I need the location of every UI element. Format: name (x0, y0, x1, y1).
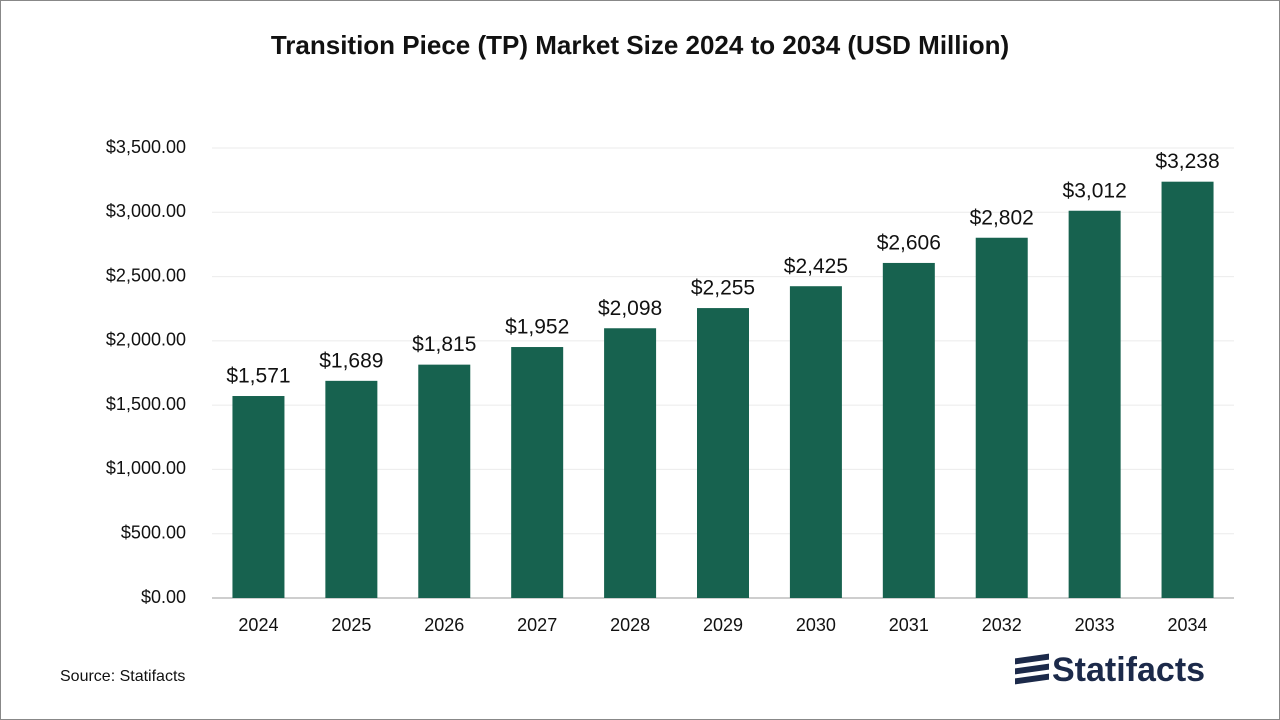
x-tick-label: 2032 (982, 615, 1022, 635)
y-tick-label: $3,500.00 (106, 137, 186, 157)
value-label: $2,098 (598, 297, 662, 320)
bar (418, 364, 471, 598)
value-label: $1,815 (412, 333, 476, 356)
value-label: $1,571 (226, 365, 290, 388)
x-tick-label: 2030 (796, 615, 836, 635)
x-tick-label: 2025 (331, 615, 371, 635)
source-note: Source: Statifacts (60, 668, 185, 685)
value-label: $3,238 (1155, 150, 1219, 173)
bar (697, 308, 749, 598)
y-tick-label: $1,000.00 (106, 458, 186, 478)
y-tick-label: $500.00 (121, 522, 186, 542)
y-tick-label: $2,500.00 (106, 265, 186, 285)
x-tick-label: 2033 (1075, 615, 1115, 635)
logo-icon (1015, 653, 1049, 685)
bar (232, 396, 285, 598)
x-tick-label: 2034 (1168, 615, 1208, 635)
chart-title: Transition Piece (TP) Market Size 2024 t… (271, 30, 1009, 60)
value-label: $1,952 (505, 316, 569, 339)
bar (604, 328, 657, 598)
x-tick-label: 2031 (889, 615, 929, 635)
bar (1068, 210, 1121, 598)
value-label: $1,689 (319, 349, 383, 372)
bar (882, 262, 935, 598)
value-label: $2,255 (691, 277, 755, 300)
y-tick-label: $1,500.00 (106, 394, 186, 414)
brand-logo: Statifacts (1015, 651, 1205, 689)
bar (975, 237, 1028, 598)
value-label: $3,012 (1063, 179, 1127, 202)
bar (789, 286, 842, 598)
y-tick-label: $2,000.00 (106, 330, 186, 350)
x-tick-label: 2028 (610, 615, 650, 635)
value-label: $2,425 (784, 255, 848, 278)
bar (1161, 181, 1214, 598)
x-tick-label: 2027 (517, 615, 557, 635)
x-tick-label: 2026 (424, 615, 464, 635)
bar (325, 380, 378, 598)
x-tick-label: 2024 (238, 615, 278, 635)
y-tick-label: $0.00 (141, 587, 186, 607)
value-label: $2,802 (970, 206, 1034, 229)
value-label: $2,606 (877, 231, 941, 254)
brand-name: Statifacts (1052, 651, 1205, 689)
bar (511, 347, 564, 598)
x-tick-label: 2029 (703, 615, 743, 635)
y-tick-label: $3,000.00 (106, 201, 186, 221)
